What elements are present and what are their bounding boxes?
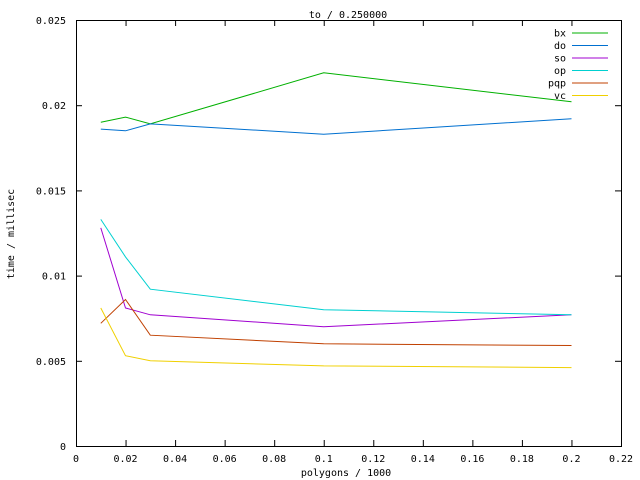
legend-label-do: do [554,41,566,52]
series-line-bx [100,72,572,125]
series-line-do [100,118,572,135]
series-line-pqp [100,298,572,346]
series-line-vc [100,307,572,369]
y-tick-label: 0.005 [36,357,66,368]
legend-label-so: so [554,54,566,65]
y-tick-label: 0 [60,442,66,453]
x-tick-label: 0.12 [361,454,385,465]
legend-label-vc: vc [554,91,566,102]
x-tick-label: 0.08 [262,454,286,465]
x-tick-label: 0.1 [315,454,333,465]
chart-title: to / 0.250000 [309,10,387,21]
x-tick-label: 0.06 [213,454,237,465]
x-tick-label: 0.22 [609,454,633,465]
y-axis-label: time / millisec [6,189,17,279]
y-tick-label: 0.01 [42,272,66,283]
x-tick-label: 0.02 [113,454,137,465]
x-tick-label: 0.2 [562,454,580,465]
series-layer [100,72,572,369]
legend-label-op: op [554,66,566,77]
series-line-op [100,219,572,316]
legend-label-bx: bx [554,29,566,40]
x-tick-label: 0.16 [460,454,484,465]
x-tick-label: 0.18 [510,454,534,465]
y-tick-label: 0.015 [36,186,66,197]
x-tick-label: 0.14 [411,454,435,465]
x-tick-label: 0 [73,454,79,465]
plot-frame [76,20,622,447]
series-line-so [100,227,572,328]
x-axis-label: polygons / 1000 [301,468,391,479]
legend-label-pqp: pqp [548,79,566,90]
x-axis: 0 0.02 0.04 0.06 0.08 0.1 0.12 0.14 0.16 0.18 0.2 0… [73,20,633,465]
y-tick-label: 0.025 [36,16,66,27]
y-tick-label: 0.02 [42,101,66,112]
x-tick-label: 0.04 [163,454,187,465]
y-axis: 0 0.005 0.01 0.015 0.02 0.025 [36,16,621,453]
